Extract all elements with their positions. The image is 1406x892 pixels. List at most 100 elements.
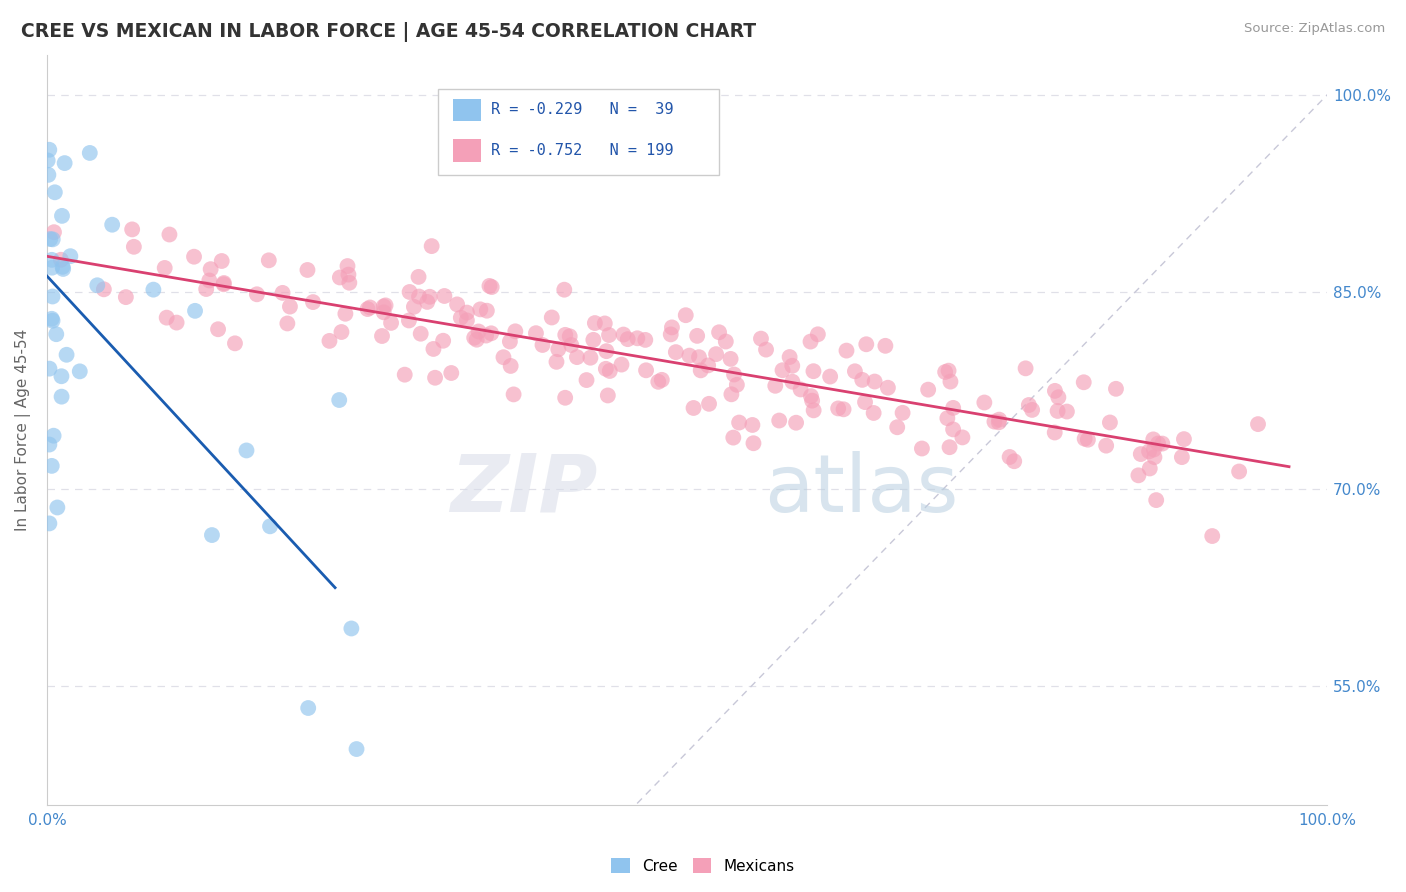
- Point: [862, 406, 884, 420]
- Point: [659, 327, 682, 342]
- Text: R = -0.752   N = 199: R = -0.752 N = 199: [491, 143, 673, 158]
- Point: [479, 326, 502, 341]
- FancyBboxPatch shape: [437, 89, 720, 175]
- Point: [502, 387, 524, 401]
- Point: [626, 331, 648, 345]
- Point: [714, 334, 737, 349]
- Point: [422, 342, 444, 356]
- Point: [1171, 450, 1194, 464]
- Point: [224, 336, 246, 351]
- Point: [1077, 433, 1099, 447]
- Point: [115, 290, 138, 304]
- Point: [423, 370, 446, 384]
- Point: [257, 253, 280, 268]
- Point: [373, 305, 395, 319]
- Point: [153, 260, 176, 275]
- Point: [686, 329, 709, 343]
- Point: [122, 240, 145, 254]
- Point: [1247, 417, 1270, 431]
- Point: [1143, 442, 1166, 457]
- Point: [207, 322, 229, 336]
- Point: [336, 259, 359, 273]
- Point: [725, 377, 748, 392]
- Point: [583, 316, 606, 330]
- Point: [402, 300, 425, 314]
- Point: [689, 363, 711, 377]
- Point: [723, 431, 745, 445]
- Point: [356, 301, 378, 316]
- Point: [212, 276, 235, 290]
- Legend: Cree, Mexicans: Cree, Mexicans: [606, 852, 800, 880]
- Point: [558, 329, 581, 343]
- Point: [51, 369, 73, 384]
- Point: [973, 395, 995, 409]
- Point: [49, 252, 72, 267]
- Point: [755, 343, 778, 357]
- Point: [780, 359, 803, 373]
- Point: [200, 262, 222, 277]
- Point: [41, 311, 63, 326]
- Point: [38, 143, 60, 157]
- Point: [456, 313, 478, 327]
- Point: [335, 307, 357, 321]
- Point: [1129, 447, 1152, 461]
- Point: [394, 368, 416, 382]
- Point: [340, 622, 363, 636]
- Point: [844, 364, 866, 378]
- Point: [772, 363, 794, 377]
- Point: [763, 379, 786, 393]
- Point: [768, 413, 790, 427]
- Point: [835, 343, 858, 358]
- Point: [1128, 468, 1150, 483]
- Point: [420, 239, 443, 253]
- Point: [46, 500, 69, 515]
- Point: [1002, 454, 1025, 468]
- Point: [450, 310, 472, 325]
- Point: [278, 300, 301, 314]
- Point: [704, 347, 727, 361]
- Point: [318, 334, 340, 348]
- Point: [37, 153, 59, 168]
- Point: [1143, 450, 1166, 465]
- Point: [1095, 439, 1118, 453]
- Point: [470, 302, 492, 317]
- Bar: [453, 139, 481, 161]
- Point: [302, 295, 325, 310]
- Point: [259, 519, 281, 533]
- Point: [505, 324, 527, 338]
- Point: [803, 364, 825, 378]
- Point: [156, 310, 179, 325]
- Point: [456, 305, 478, 319]
- Point: [987, 415, 1010, 429]
- Point: [779, 350, 801, 364]
- Point: [832, 402, 855, 417]
- Point: [720, 351, 742, 366]
- Point: [183, 250, 205, 264]
- Point: [337, 268, 360, 282]
- Point: [598, 328, 620, 343]
- Point: [371, 329, 394, 343]
- Point: [942, 422, 965, 436]
- Point: [211, 254, 233, 268]
- Point: [1144, 493, 1167, 508]
- Point: [1043, 384, 1066, 398]
- Point: [475, 303, 498, 318]
- Point: [938, 440, 960, 454]
- Point: [917, 383, 939, 397]
- Point: [55, 348, 77, 362]
- Point: [121, 222, 143, 236]
- Point: [409, 326, 432, 341]
- Point: [271, 285, 294, 300]
- Point: [546, 355, 568, 369]
- Point: [42, 232, 65, 246]
- Point: [1173, 432, 1195, 446]
- Point: [875, 339, 897, 353]
- Point: [53, 156, 76, 170]
- Point: [742, 436, 765, 450]
- Point: [636, 363, 658, 377]
- Point: [1201, 529, 1223, 543]
- Point: [492, 350, 515, 364]
- Point: [886, 420, 908, 434]
- Point: [330, 325, 353, 339]
- Point: [38, 437, 60, 451]
